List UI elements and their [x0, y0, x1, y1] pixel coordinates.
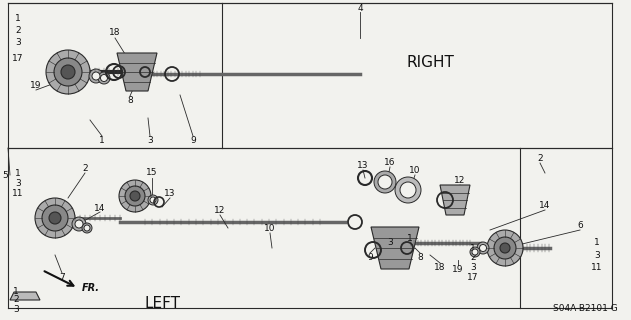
Text: 13: 13 [357, 161, 369, 170]
Text: 1: 1 [594, 237, 600, 246]
Text: 18: 18 [109, 28, 121, 36]
Text: 1: 1 [99, 135, 105, 145]
Text: 3: 3 [15, 179, 21, 188]
Circle shape [61, 65, 75, 79]
Circle shape [374, 171, 396, 193]
Circle shape [378, 175, 392, 189]
Polygon shape [10, 292, 40, 300]
Text: 1: 1 [15, 169, 21, 178]
Circle shape [472, 249, 478, 255]
Text: 14: 14 [540, 201, 551, 210]
Text: 7: 7 [59, 274, 65, 283]
Circle shape [92, 72, 100, 80]
Text: LEFT: LEFT [144, 297, 180, 311]
Circle shape [148, 195, 158, 205]
Text: 2: 2 [470, 253, 476, 262]
Text: 10: 10 [410, 165, 421, 174]
Text: 12: 12 [215, 205, 226, 214]
Circle shape [46, 50, 90, 94]
Text: 5: 5 [2, 171, 8, 180]
Text: 13: 13 [164, 188, 176, 197]
Text: 12: 12 [454, 175, 466, 185]
Circle shape [54, 58, 82, 86]
Circle shape [487, 230, 523, 266]
Circle shape [89, 69, 103, 83]
Text: 16: 16 [384, 157, 396, 166]
Text: S04A-B2101 G: S04A-B2101 G [553, 304, 618, 313]
Text: 17: 17 [467, 274, 479, 283]
Circle shape [400, 182, 416, 198]
Text: 3: 3 [594, 251, 600, 260]
Circle shape [395, 177, 421, 203]
Circle shape [470, 247, 480, 257]
Text: 1: 1 [15, 13, 21, 22]
Text: 1: 1 [407, 234, 413, 243]
Text: 14: 14 [94, 204, 105, 212]
Circle shape [119, 180, 151, 212]
Text: 2: 2 [13, 295, 19, 305]
Circle shape [42, 205, 68, 231]
Circle shape [75, 220, 83, 228]
Text: 9: 9 [367, 253, 373, 262]
Circle shape [84, 225, 90, 231]
Text: 4: 4 [357, 4, 363, 12]
Text: 18: 18 [434, 263, 445, 273]
Text: 2: 2 [537, 154, 543, 163]
Polygon shape [117, 53, 157, 91]
Text: 11: 11 [12, 188, 24, 197]
Text: 3: 3 [470, 263, 476, 273]
Text: 8: 8 [127, 95, 133, 105]
Circle shape [130, 191, 140, 201]
Circle shape [125, 186, 145, 206]
Text: 3: 3 [387, 237, 393, 246]
Text: 15: 15 [146, 167, 158, 177]
Circle shape [150, 197, 156, 203]
Text: 9: 9 [190, 135, 196, 145]
Text: 10: 10 [264, 223, 276, 233]
Text: 11: 11 [591, 262, 603, 271]
Circle shape [49, 212, 61, 224]
Text: 3: 3 [147, 135, 153, 145]
Text: 1: 1 [13, 286, 19, 295]
Text: 19: 19 [30, 81, 42, 90]
Circle shape [477, 242, 489, 254]
Text: 6: 6 [577, 220, 583, 229]
Circle shape [72, 217, 86, 231]
Text: 3: 3 [13, 305, 19, 314]
Circle shape [480, 244, 487, 252]
Circle shape [82, 223, 92, 233]
Text: 2: 2 [82, 164, 88, 172]
Text: 8: 8 [417, 253, 423, 262]
Polygon shape [371, 227, 419, 269]
Polygon shape [440, 185, 470, 215]
Text: 1: 1 [470, 244, 476, 252]
Text: RIGHT: RIGHT [406, 54, 454, 69]
Text: 3: 3 [15, 37, 21, 46]
Circle shape [500, 243, 510, 253]
Text: 17: 17 [12, 53, 24, 62]
Circle shape [100, 75, 107, 82]
Circle shape [35, 198, 75, 238]
Circle shape [494, 237, 516, 259]
Circle shape [98, 72, 110, 84]
Text: FR.: FR. [82, 283, 100, 293]
Text: 19: 19 [452, 266, 464, 275]
Text: 2: 2 [15, 26, 21, 35]
